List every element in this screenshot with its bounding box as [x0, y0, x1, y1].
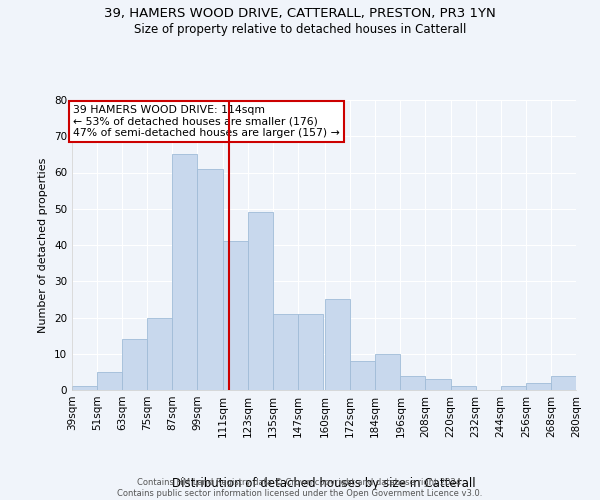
Text: Size of property relative to detached houses in Catterall: Size of property relative to detached ho…	[134, 22, 466, 36]
Bar	[197, 169, 223, 390]
Bar	[451, 386, 476, 390]
Text: Distribution of detached houses by size in Catterall: Distribution of detached houses by size …	[172, 477, 476, 490]
Bar	[400, 376, 425, 390]
Bar	[298, 314, 323, 390]
Bar	[501, 386, 526, 390]
Bar	[425, 379, 451, 390]
Bar	[97, 372, 122, 390]
Text: 39, HAMERS WOOD DRIVE, CATTERALL, PRESTON, PR3 1YN: 39, HAMERS WOOD DRIVE, CATTERALL, PRESTO…	[104, 8, 496, 20]
Bar	[375, 354, 400, 390]
Bar	[223, 242, 248, 390]
Text: 39 HAMERS WOOD DRIVE: 114sqm
← 53% of detached houses are smaller (176)
47% of s: 39 HAMERS WOOD DRIVE: 114sqm ← 53% of de…	[73, 105, 340, 138]
Bar	[122, 339, 147, 390]
Bar	[273, 314, 298, 390]
Text: Contains HM Land Registry data © Crown copyright and database right 2024.
Contai: Contains HM Land Registry data © Crown c…	[118, 478, 482, 498]
Bar	[172, 154, 197, 390]
Y-axis label: Number of detached properties: Number of detached properties	[38, 158, 49, 332]
Bar	[147, 318, 172, 390]
Bar	[350, 361, 375, 390]
Bar	[248, 212, 273, 390]
Bar	[526, 383, 551, 390]
Bar	[325, 300, 350, 390]
Bar	[72, 386, 97, 390]
Bar	[551, 376, 576, 390]
